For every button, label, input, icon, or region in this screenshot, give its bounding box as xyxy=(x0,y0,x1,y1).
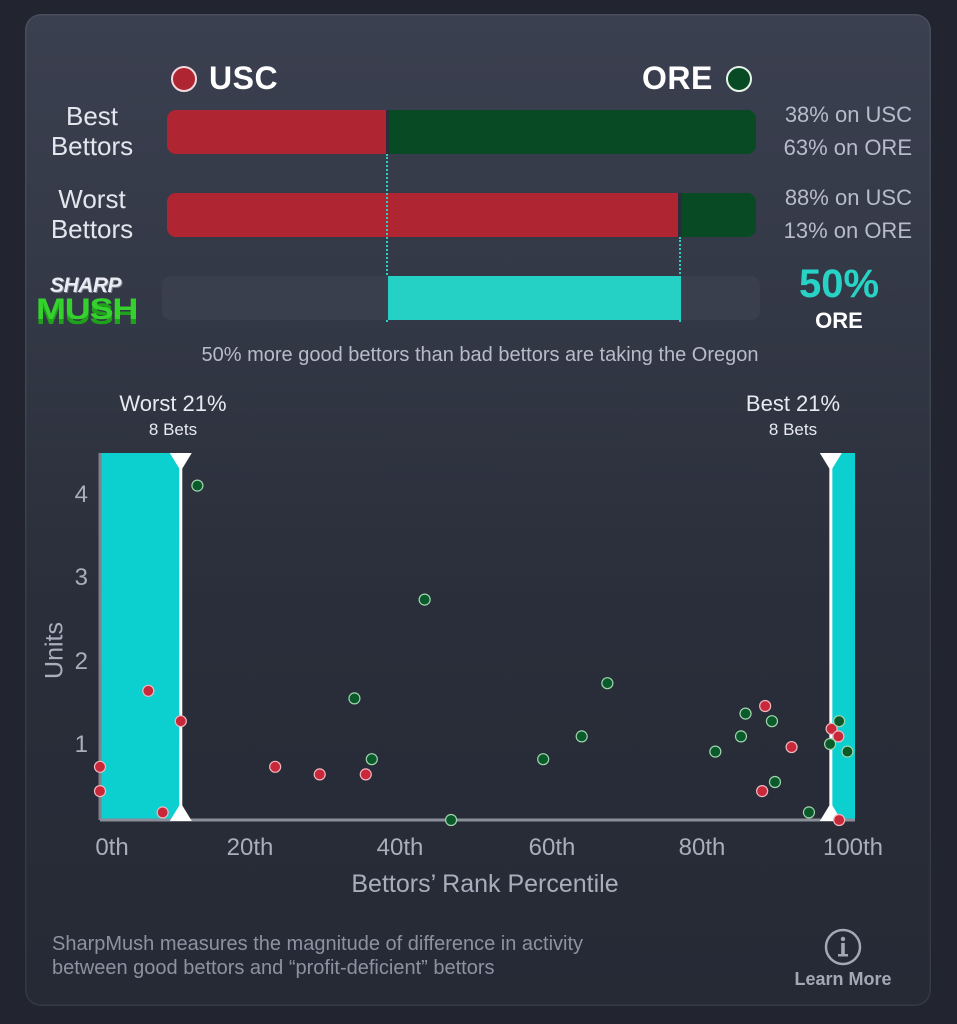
usc-data-point xyxy=(142,684,155,697)
ore-data-point xyxy=(575,730,588,743)
x-tick-40: 40th xyxy=(376,834,424,861)
usc-data-point xyxy=(832,730,845,743)
worst-bettors-percentages: 88% on USC 13% on ORE xyxy=(783,185,912,243)
usc-data-point xyxy=(93,760,107,773)
best-split-connector xyxy=(386,154,388,322)
best-bettors-percentages: 38% on USC 63% on ORE xyxy=(783,102,912,160)
ore-data-point xyxy=(709,745,722,758)
learn-more-button[interactable]: Learn More xyxy=(783,924,903,994)
worst-ore-segment xyxy=(682,193,756,237)
sharpmush-fill xyxy=(388,276,681,320)
segment-divider xyxy=(386,110,389,154)
ore-data-point xyxy=(802,806,816,819)
x-axis-title: Bettors’ Rank Percentile xyxy=(351,870,619,898)
best-cutoff-handle-top-icon xyxy=(819,453,842,471)
ore-data-point xyxy=(444,813,458,827)
usc-data-point xyxy=(756,785,769,798)
ore-data-point xyxy=(365,753,378,766)
x-tick-0: 0th xyxy=(95,834,129,861)
worst-usc-segment xyxy=(167,193,678,237)
sharpmush-summary: 50% more good bettors than bad bettors a… xyxy=(201,344,759,366)
usc-data-point xyxy=(313,768,326,781)
footer-description: SharpMush measures the magnitude of diff… xyxy=(52,933,584,979)
worst-bettors-bar xyxy=(167,193,756,237)
worst-cutoff-handle-top-icon xyxy=(169,453,192,471)
best-zone-bets: 8 Bets xyxy=(768,420,818,439)
ore-data-point xyxy=(418,593,431,606)
ore-data-point xyxy=(841,745,854,758)
x-tick-60: 60th xyxy=(528,834,576,861)
best-bettors-bar xyxy=(167,110,756,154)
ore-data-point xyxy=(739,707,752,720)
usc-data-point xyxy=(359,768,372,781)
ore-data-point xyxy=(537,753,550,766)
ore-data-point xyxy=(823,737,837,751)
usc-data-point xyxy=(93,785,107,798)
x-tick-100: 100th xyxy=(822,834,884,861)
x-tick-80: 80th xyxy=(678,834,726,861)
worst-zone-label: Worst 21% xyxy=(119,391,227,416)
y-tick-3: 3 xyxy=(74,564,88,591)
y-tick-4: 4 xyxy=(74,481,88,508)
info-icon xyxy=(824,928,862,966)
usc-data-point xyxy=(825,722,838,735)
best-ore-segment xyxy=(389,110,756,154)
y-tick-1: 1 xyxy=(74,731,88,758)
best-bettors-label: Best Bettors xyxy=(50,101,134,161)
usc-data-point xyxy=(833,813,846,827)
segment-divider xyxy=(678,193,682,237)
worst-bettors-label: Worst Bettors xyxy=(50,184,134,244)
worst-zone-bets: 8 Bets xyxy=(148,420,198,439)
worst-cutoff-handle-bottom-icon xyxy=(169,803,192,821)
y-tick-2: 2 xyxy=(74,648,88,675)
usc-data-point xyxy=(269,760,282,773)
sharpmush-value: 50% xyxy=(798,262,880,306)
usc-data-point xyxy=(785,740,798,754)
x-tick-20: 20th xyxy=(226,834,274,861)
best-zone-region xyxy=(830,453,855,820)
usc-data-point xyxy=(156,806,169,819)
best-zone-label: Best 21% xyxy=(745,391,841,416)
usc-data-point xyxy=(174,715,187,728)
learn-more-label: Learn More xyxy=(794,969,892,989)
y-axis-title: Units xyxy=(40,622,69,679)
ore-label: ORE xyxy=(642,60,713,96)
ore-data-point xyxy=(765,715,779,728)
sharpmush-logo: SHARP MUSH xyxy=(36,274,138,326)
ore-data-point xyxy=(833,715,846,728)
worst-zone-region xyxy=(100,453,181,820)
usc-label: USC xyxy=(209,60,279,96)
ore-data-point xyxy=(768,775,782,789)
sharpmush-team: ORE xyxy=(815,308,863,333)
usc-data-point xyxy=(759,699,772,713)
ore-data-point xyxy=(191,479,204,492)
ore-data-point xyxy=(601,677,614,690)
ore-dot-icon xyxy=(726,66,752,92)
ore-data-point xyxy=(734,730,748,743)
best-usc-segment xyxy=(167,110,386,154)
usc-dot-icon xyxy=(171,66,197,92)
ore-data-point xyxy=(348,692,361,705)
